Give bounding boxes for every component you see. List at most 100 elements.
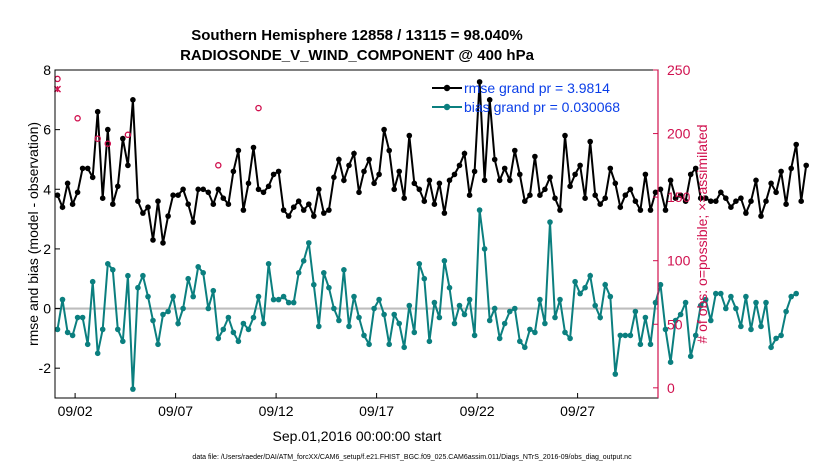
rmse-point-137 [743, 210, 749, 216]
x-axis-label: Sep.01,2016 00:00:00 start [273, 428, 442, 444]
bias-point-27 [190, 293, 196, 300]
bias-point-137 [743, 293, 749, 300]
bias-point-112 [617, 332, 624, 339]
rmse-point-32 [215, 186, 222, 193]
possible-marker-14 [124, 131, 132, 139]
possible-markers [54, 75, 262, 169]
bias-point-19 [150, 317, 156, 324]
bias-point-34 [225, 314, 232, 321]
rmse-point-11 [110, 201, 116, 207]
rmse-point-142 [768, 180, 774, 187]
bias-point-143 [773, 335, 779, 342]
rmse-point-17 [140, 210, 146, 216]
rmse-point-61 [361, 168, 367, 175]
bias-point-3 [69, 332, 76, 339]
bias-point-26 [185, 275, 191, 282]
rmse-point-105 [582, 195, 588, 201]
y-right-tick-label-50: 50 [667, 316, 683, 332]
rmse-point-87 [491, 156, 498, 163]
bias-point-65 [381, 311, 387, 318]
bias-point-77 [441, 258, 448, 264]
rmse-point-58 [346, 162, 352, 169]
bias-point-20 [155, 341, 161, 348]
y-left-tick-label--2: -2 [39, 360, 52, 376]
rmse-point-9 [99, 195, 106, 201]
bias-point-131 [713, 290, 719, 297]
rmse-point-70 [406, 132, 413, 139]
plot-area: -2 0 2 4 6 8 0 50 100 150 200 250 09/02 09/07 09/12 09/… [39, 62, 809, 419]
bias-point-78 [446, 284, 453, 291]
rmse-point-28 [195, 186, 201, 193]
y-left-tick-label-0: 0 [43, 301, 51, 317]
rmse-point-39 [250, 144, 257, 151]
rmse-point-127 [692, 165, 699, 172]
rmse-point-86 [486, 97, 493, 103]
legend-rmse-label: rmse grand pr = 3.9814 [464, 80, 610, 96]
rmse-point-59 [351, 150, 357, 157]
bias-point-17 [140, 272, 146, 279]
rmse-point-36 [235, 147, 242, 154]
bias-point-87 [491, 305, 498, 312]
bias-point-121 [662, 326, 669, 333]
bias-point-18 [145, 293, 151, 300]
bias-point-90 [507, 308, 513, 315]
rmse-point-141 [763, 198, 769, 204]
bias-point-68 [396, 320, 403, 327]
rmse-point-29 [200, 186, 206, 193]
bias-point-92 [517, 338, 523, 345]
rmse-point-34 [225, 201, 232, 207]
y-right-tick-label-250: 250 [667, 62, 691, 78]
assimilated-marker-0 [54, 85, 62, 93]
bias-point-128 [697, 302, 704, 309]
bias-point-103 [572, 278, 578, 285]
bias-point-5 [79, 314, 86, 321]
rmse-point-131 [713, 198, 719, 204]
bias-point-95 [532, 329, 538, 336]
rmse-point-123 [672, 195, 679, 201]
bias-point-84 [476, 207, 483, 213]
rmse-point-3 [69, 201, 76, 207]
rmse-point-106 [587, 138, 593, 145]
rmse-point-53 [321, 210, 327, 216]
rmse-point-148 [798, 198, 804, 204]
assimilated-markers [54, 85, 62, 93]
rmse-point-26 [185, 201, 191, 207]
rmse-point-124 [677, 192, 684, 198]
bias-point-102 [567, 335, 573, 342]
rmse-point-139 [753, 177, 759, 184]
bias-point-93 [522, 344, 528, 351]
bias-point-73 [421, 275, 428, 282]
bias-point-12 [115, 326, 121, 333]
bias-point-31 [210, 287, 217, 294]
rmse-point-113 [622, 192, 629, 198]
bias-series [54, 207, 799, 392]
bias-point-119 [652, 299, 659, 306]
rmse-point-100 [557, 207, 563, 213]
rmse-point-122 [667, 177, 674, 184]
rmse-point-143 [773, 189, 779, 196]
rmse-point-103 [572, 171, 578, 178]
rmse-point-84 [476, 79, 483, 85]
bias-point-75 [431, 299, 438, 306]
plot-background [55, 70, 658, 398]
rmse-point-125 [682, 198, 689, 204]
bias-point-139 [753, 299, 759, 306]
bias-point-125 [682, 299, 689, 306]
rmse-point-40 [255, 186, 262, 193]
x-tick-label-09/27: 09/27 [560, 403, 595, 419]
rmse-point-24 [175, 192, 181, 198]
bias-point-88 [496, 335, 503, 342]
bias-point-135 [733, 305, 739, 312]
bias-point-146 [788, 293, 794, 300]
rmse-point-31 [210, 201, 217, 207]
bias-point-99 [552, 314, 558, 321]
bias-point-21 [160, 311, 166, 318]
bias-point-114 [627, 332, 634, 339]
bias-point-50 [306, 240, 312, 246]
rmse-point-38 [245, 180, 252, 187]
bias-point-94 [527, 326, 533, 333]
bias-point-122 [667, 359, 674, 366]
bias-point-127 [692, 332, 699, 339]
bias-point-111 [612, 371, 619, 377]
